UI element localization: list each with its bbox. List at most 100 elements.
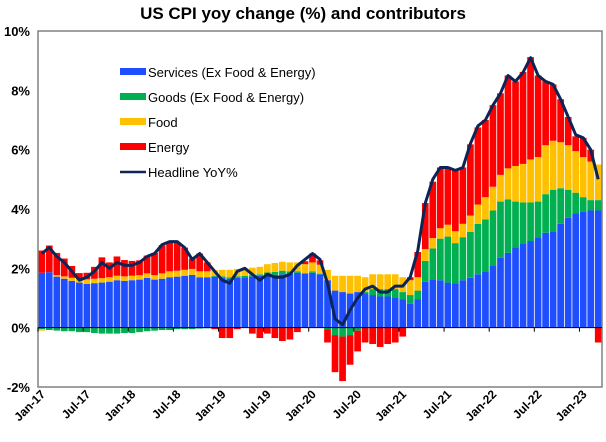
bar-goods-Mar-19 <box>233 276 241 278</box>
bar-goods-Sep-18 <box>188 327 196 330</box>
x-tick-label: Jul-17 <box>59 387 94 422</box>
bar-services-Jul-22 <box>534 237 542 328</box>
bar-services-Apr-21 <box>421 281 429 328</box>
headline-line-layer <box>40 56 600 327</box>
bar-goods-Aug-21 <box>452 243 459 284</box>
bar-goods-May-20 <box>339 327 346 337</box>
bar-food-Dec-19 <box>301 264 309 274</box>
bar-energy-Jun-18 <box>166 241 173 272</box>
bar-services-Dec-18 <box>211 276 219 328</box>
bar-energy-Jan-20 <box>309 253 316 263</box>
bar-goods-Dec-22 <box>572 192 580 214</box>
x-tick-label: Jan-20 <box>282 387 319 424</box>
bar-services-Feb-17 <box>45 272 53 328</box>
bar-services-May-17 <box>68 280 76 328</box>
bar-goods-Apr-18 <box>151 327 158 331</box>
bar-goods-Jan-17 <box>38 327 46 330</box>
headline-yoy-line <box>40 56 600 327</box>
bar-services-Aug-21 <box>452 283 459 328</box>
bar-food-Nov-21 <box>474 204 482 224</box>
bar-services-Jun-17 <box>76 282 83 328</box>
bar-energy-Dec-20 <box>391 327 399 343</box>
bar-food-Sep-22 <box>549 140 557 190</box>
bar-goods-Jun-17 <box>76 327 83 333</box>
bar-energy-Mar-23 <box>594 327 602 343</box>
bar-energy-Oct-22 <box>557 99 564 143</box>
bar-energy-Mar-17 <box>53 252 61 276</box>
bar-energy-Aug-19 <box>271 327 279 339</box>
bar-services-Nov-22 <box>564 217 572 328</box>
legend-swatch-services <box>120 68 146 75</box>
bar-goods-Aug-19 <box>271 271 279 275</box>
bar-goods-Nov-22 <box>564 189 572 218</box>
bar-services-May-22 <box>519 244 527 328</box>
bar-services-Sep-18 <box>188 274 196 328</box>
bar-food-Apr-22 <box>512 165 519 202</box>
bar-services-Nov-18 <box>203 277 211 328</box>
bar-food-Jan-22 <box>489 186 497 211</box>
bar-services-Mar-22 <box>504 252 512 328</box>
bar-goods-Oct-22 <box>557 188 564 224</box>
bar-energy-May-21 <box>429 181 437 239</box>
bar-food-Jun-22 <box>527 159 534 203</box>
y-tick-label: 2% <box>11 261 30 276</box>
bar-services-May-18 <box>158 278 166 328</box>
y-axis-ticks: -2% 0% 2% 4% 6% 8% 10% <box>4 24 30 395</box>
bar-goods-Jul-20 <box>354 327 361 331</box>
bar-food-Oct-18 <box>196 271 204 278</box>
bar-services-Dec-17 <box>121 280 128 328</box>
bar-services-Jun-22 <box>527 241 534 328</box>
bar-services-Nov-20 <box>384 296 392 328</box>
x-tick-label: Jan-21 <box>372 387 409 424</box>
bar-goods-Sep-21 <box>459 237 467 281</box>
bar-services-Mar-23 <box>594 210 602 328</box>
bar-food-Apr-17 <box>60 276 68 279</box>
bar-food-Mar-21 <box>414 277 422 291</box>
bar-goods-Jan-19 <box>218 276 226 278</box>
bar-energy-Sep-17 <box>98 257 106 279</box>
bar-energy-Jan-18 <box>128 260 136 276</box>
bar-goods-Sep-20 <box>369 289 376 296</box>
bar-food-Aug-21 <box>452 231 459 244</box>
bar-services-Jul-19 <box>264 274 271 328</box>
legend-swatch-goods <box>120 93 146 100</box>
bar-goods-Oct-21 <box>467 231 474 278</box>
bar-services-Jun-19 <box>256 275 264 328</box>
x-tick-label: Jul-22 <box>510 387 545 422</box>
bar-food-Mar-18 <box>143 273 151 278</box>
bar-services-Apr-22 <box>512 247 519 328</box>
bar-energy-Aug-21 <box>452 170 459 232</box>
bar-food-Feb-18 <box>136 275 143 280</box>
bar-goods-Mar-21 <box>414 290 422 300</box>
bar-goods-Feb-22 <box>497 201 504 258</box>
bar-energy-Jul-22 <box>534 75 542 158</box>
bar-food-Aug-22 <box>542 145 549 195</box>
bar-food-Nov-17 <box>113 275 121 281</box>
bar-goods-Mar-22 <box>504 199 512 253</box>
bar-services-Feb-19 <box>226 278 234 328</box>
bar-services-Feb-23 <box>587 210 595 328</box>
x-tick-label: Jan-22 <box>463 387 500 424</box>
bar-energy-Jan-22 <box>489 105 497 187</box>
bar-goods-Jul-21 <box>444 236 452 283</box>
bar-food-Oct-22 <box>557 142 564 189</box>
bar-energy-Sep-21 <box>459 167 467 224</box>
bar-goods-Jan-20 <box>309 271 316 273</box>
bar-energy-Apr-20 <box>331 335 339 373</box>
bar-food-Jun-18 <box>166 271 173 278</box>
bar-energy-May-22 <box>519 71 527 164</box>
bar-services-Jul-21 <box>444 282 452 328</box>
bar-services-Aug-17 <box>91 283 98 328</box>
bar-goods-Sep-19 <box>279 270 286 275</box>
bar-goods-Jun-22 <box>527 202 534 242</box>
legend-swatch-energy <box>120 143 146 150</box>
x-tick-label: Jul-18 <box>149 387 184 422</box>
bar-services-Sep-21 <box>459 280 467 328</box>
bar-energy-Sep-18 <box>188 258 196 269</box>
bar-food-May-17 <box>68 277 76 281</box>
bar-food-May-22 <box>519 163 527 203</box>
bar-services-Dec-22 <box>572 213 580 328</box>
bar-goods-Jul-18 <box>173 327 181 330</box>
bar-food-Dec-17 <box>121 276 128 281</box>
bar-services-Aug-22 <box>542 232 549 328</box>
